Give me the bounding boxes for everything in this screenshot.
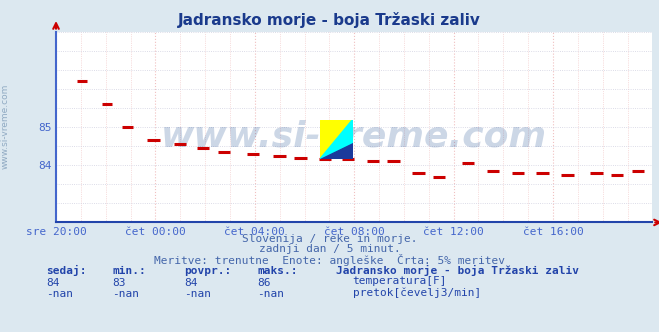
Text: www.si-vreme.com: www.si-vreme.com <box>161 120 547 153</box>
Text: -nan: -nan <box>112 289 139 299</box>
Text: pretok[čevelj3/min]: pretok[čevelj3/min] <box>353 287 481 298</box>
Text: 84: 84 <box>46 278 59 288</box>
Text: 84: 84 <box>185 278 198 288</box>
Text: www.si-vreme.com: www.si-vreme.com <box>1 83 10 169</box>
Polygon shape <box>320 143 353 159</box>
Text: maks.:: maks.: <box>257 266 297 276</box>
Text: -nan: -nan <box>46 289 73 299</box>
Text: min.:: min.: <box>112 266 146 276</box>
Text: Jadransko morje - boja Tržaski zaliv: Jadransko morje - boja Tržaski zaliv <box>336 265 579 276</box>
Text: Slovenija / reke in morje.: Slovenija / reke in morje. <box>242 234 417 244</box>
Text: 83: 83 <box>112 278 125 288</box>
Polygon shape <box>320 120 353 159</box>
Text: -nan: -nan <box>185 289 212 299</box>
Text: zadnji dan / 5 minut.: zadnji dan / 5 minut. <box>258 244 401 254</box>
Text: Meritve: trenutne  Enote: angleške  Črta: 5% meritev: Meritve: trenutne Enote: angleške Črta: … <box>154 254 505 266</box>
Text: Jadransko morje - boja Tržaski zaliv: Jadransko morje - boja Tržaski zaliv <box>178 12 481 28</box>
Text: temperatura[F]: temperatura[F] <box>353 276 447 286</box>
Polygon shape <box>320 120 353 159</box>
Text: 86: 86 <box>257 278 270 288</box>
Text: povpr.:: povpr.: <box>185 266 232 276</box>
Text: sedaj:: sedaj: <box>46 265 86 276</box>
Text: -nan: -nan <box>257 289 284 299</box>
